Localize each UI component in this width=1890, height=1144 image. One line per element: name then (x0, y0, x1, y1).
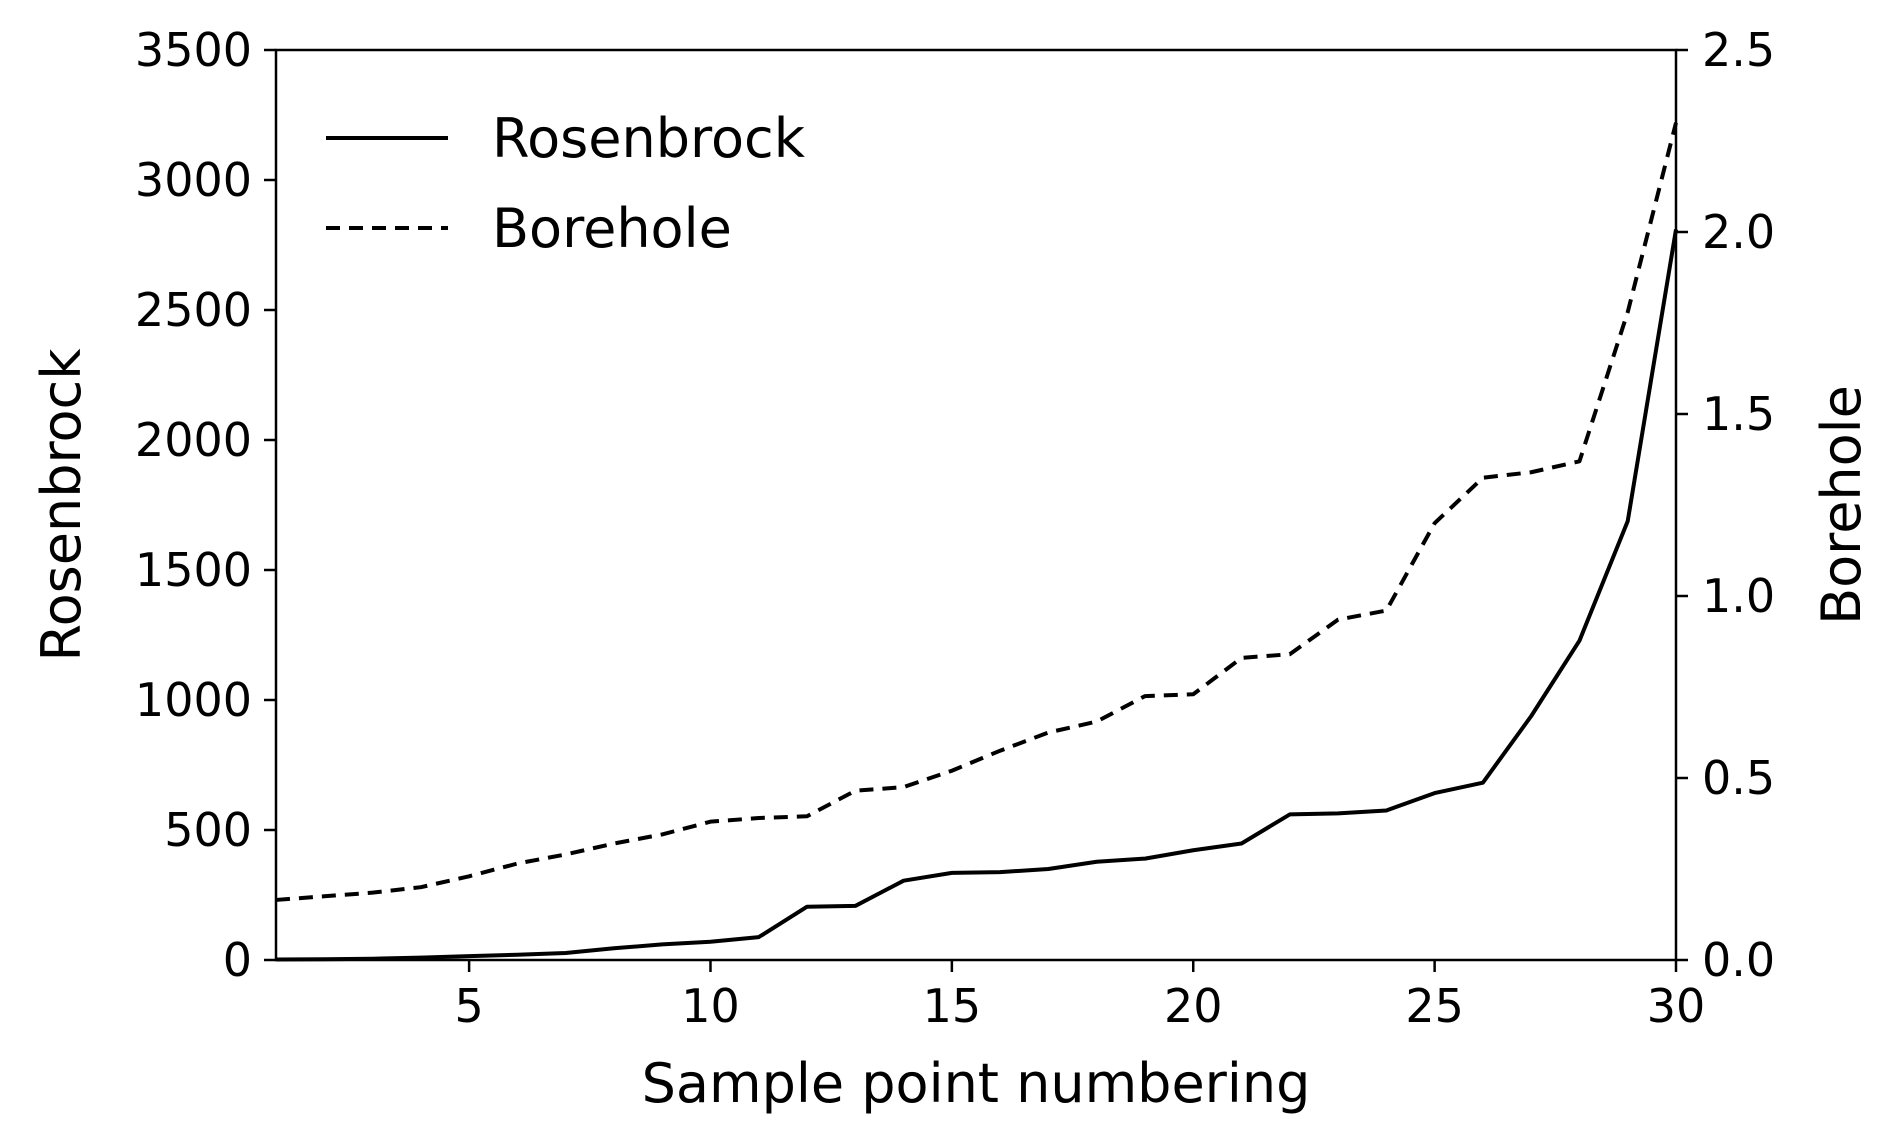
y2-tick-label: 0.5 (1702, 751, 1775, 805)
x-tick-label: 20 (1164, 979, 1223, 1033)
y2-tick-label: 1.0 (1702, 569, 1775, 623)
x-axis-title: Sample point numbering (642, 1052, 1311, 1115)
y2-tick-label: 0.0 (1702, 933, 1775, 987)
x-tick-label: 15 (923, 979, 982, 1033)
series-line-rosenbrock (275, 229, 1678, 962)
y-tick-label: 500 (164, 803, 252, 857)
x-tick-label: 10 (681, 979, 740, 1033)
y-tick-label: 2500 (135, 283, 252, 337)
y2-tick-label: 2.5 (1702, 23, 1775, 77)
y2-tick-label: 2.0 (1702, 205, 1775, 259)
y-tick-label: 1500 (135, 543, 252, 597)
ticks-layer: 5 10 15 20 25 30 0 500 1000 1500 2000 2500 3000 3500 0… (135, 23, 1775, 1033)
y-axis-title: Rosenbrock (30, 348, 93, 662)
y-tick-label: 0 (223, 933, 252, 987)
x-tick-label: 30 (1647, 979, 1706, 1033)
y-tick-label: 2000 (135, 413, 252, 467)
y-tick-label: 3500 (135, 23, 252, 77)
x-tick-label: 25 (1405, 979, 1464, 1033)
y2-axis-title: Borehole (1810, 385, 1873, 625)
legend-label-rosenbrock: Rosenbrock (492, 107, 806, 170)
x-tick-label: 5 (454, 979, 483, 1033)
series-line-borehole (275, 122, 1678, 902)
legend-label-borehole: Borehole (492, 197, 732, 260)
legend: Rosenbrock Borehole (326, 107, 806, 260)
series-layer (275, 122, 1678, 962)
y-tick-label: 1000 (135, 673, 252, 727)
y2-tick-label: 1.5 (1702, 387, 1775, 441)
plot-frame (274, 48, 1678, 962)
y-tick-label: 3000 (135, 153, 252, 207)
